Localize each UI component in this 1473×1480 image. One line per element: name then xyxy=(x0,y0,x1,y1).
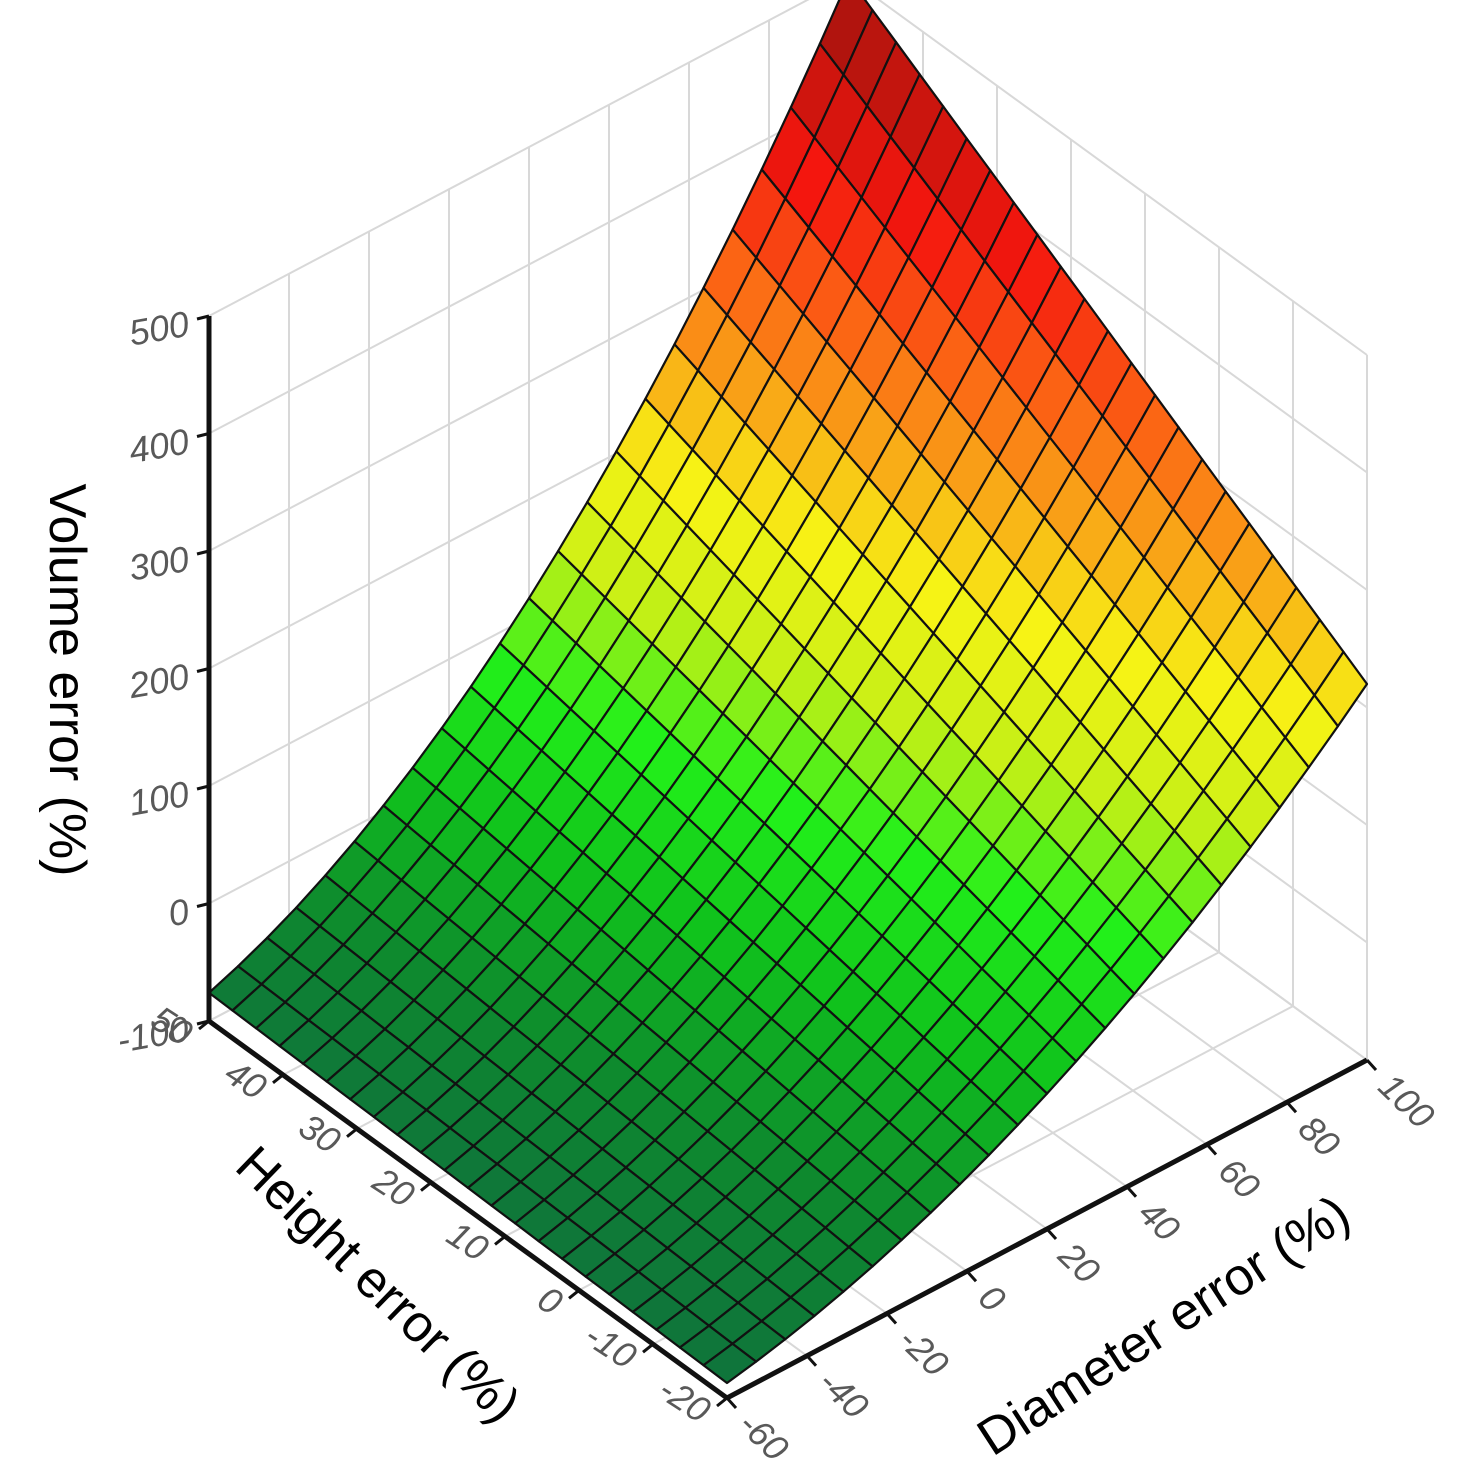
z-tick-mark xyxy=(196,667,210,673)
x-tick-mark xyxy=(885,1312,898,1325)
x-tick-label: 80 xyxy=(1291,1107,1348,1164)
surface xyxy=(207,0,1369,1385)
x-tick-label: 60 xyxy=(1211,1150,1268,1207)
x-tick-mark xyxy=(1125,1185,1138,1198)
y-tick-mark xyxy=(198,1019,210,1031)
x-tick-mark xyxy=(1285,1101,1298,1114)
x-tick-label: 20 xyxy=(1050,1233,1108,1291)
z-tick-label: 200 xyxy=(125,655,192,706)
z-tick-label: 400 xyxy=(126,420,192,471)
z-tick-label: 100 xyxy=(126,773,192,824)
z-axis-title: Volume error (%) xyxy=(38,484,96,877)
x-tick-mark xyxy=(965,1270,978,1283)
y-tick-label: -10 xyxy=(578,1314,644,1377)
z-tick-label: 500 xyxy=(126,303,192,354)
gridline xyxy=(208,94,850,435)
x-tick-label: 100 xyxy=(1371,1065,1443,1136)
y-tick-mark xyxy=(494,1235,506,1246)
surface-cell xyxy=(702,1342,758,1385)
x-tick-mark xyxy=(1365,1058,1378,1072)
x-tick-mark xyxy=(1045,1227,1058,1241)
y-tick-mark xyxy=(568,1289,580,1300)
gridline xyxy=(877,0,1368,356)
x-tick-label: 40 xyxy=(1131,1192,1188,1249)
z-tick-label: 0 xyxy=(165,890,192,934)
z-tick-mark xyxy=(196,314,210,321)
z-tick-mark xyxy=(196,902,210,908)
gridline xyxy=(208,0,810,317)
z-tick-mark xyxy=(196,432,210,438)
y-tick-mark xyxy=(420,1181,432,1192)
x-tick-mark xyxy=(725,1396,738,1410)
y-axis-line xyxy=(207,1018,729,1401)
x-tick-label: -60 xyxy=(731,1403,797,1469)
y-tick-label: -20 xyxy=(652,1368,718,1431)
z-tick-mark xyxy=(196,784,210,791)
y-tick-mark xyxy=(716,1396,728,1408)
x-tick-label: -40 xyxy=(811,1361,877,1427)
x-tick-label: -20 xyxy=(891,1319,957,1385)
y-tick-mark xyxy=(642,1342,654,1354)
z-tick-label: 300 xyxy=(126,538,192,589)
y-tick-mark xyxy=(272,1073,284,1085)
x-tick-label: 0 xyxy=(971,1276,1014,1319)
x-tick-mark xyxy=(805,1354,818,1367)
y-tick-label: 0 xyxy=(531,1278,570,1323)
z-tick-mark xyxy=(196,549,210,556)
x-tick-mark xyxy=(1205,1143,1218,1156)
y-tick-mark xyxy=(346,1127,358,1138)
